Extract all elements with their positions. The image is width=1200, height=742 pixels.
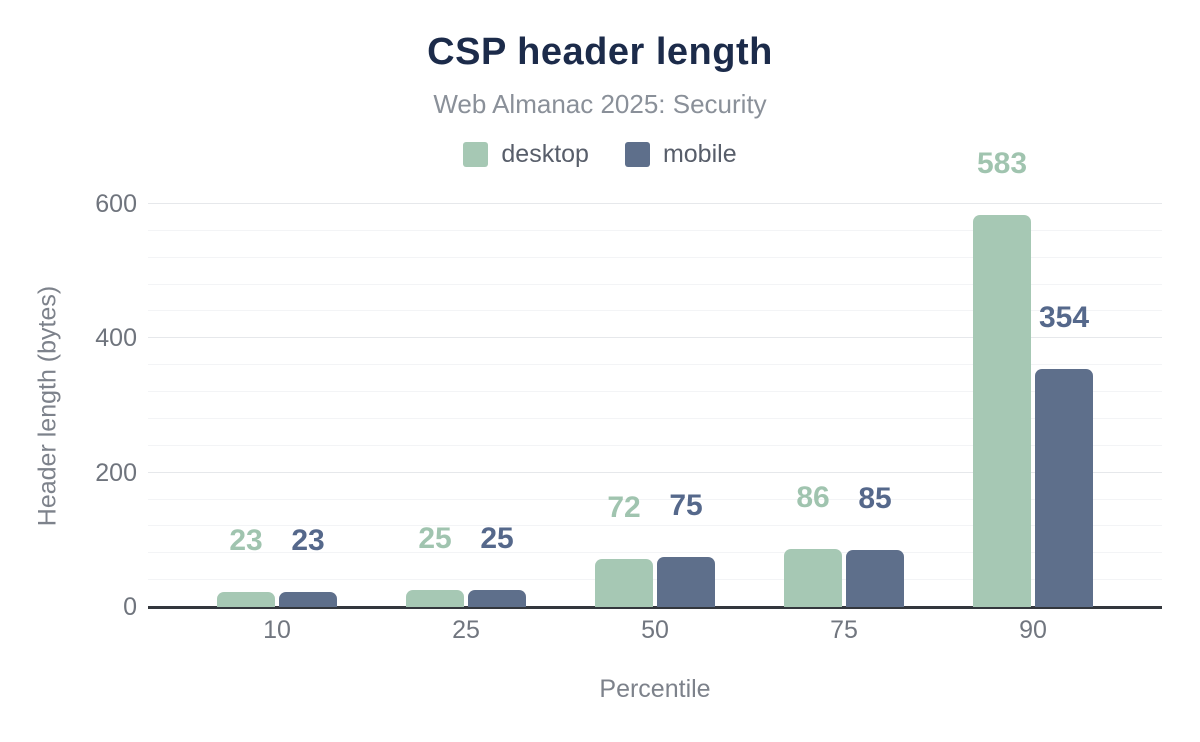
gridline-minor [148, 552, 1162, 554]
bar-value-mobile-p25: 25 [480, 522, 514, 556]
bar-value-desktop-p10: 23 [229, 523, 263, 557]
legend-swatch-mobile [624, 142, 650, 167]
gridline-minor [148, 525, 1162, 527]
gridline-minor [148, 444, 1162, 446]
legend-label-mobile: mobile [662, 140, 737, 168]
gridline-minor [148, 229, 1162, 231]
gridline-minor [148, 310, 1162, 312]
y-tick-label: 0 [123, 593, 137, 621]
x-tick-label: 25 [452, 616, 480, 644]
chart-subtitle: Web Almanac 2025: Security [433, 89, 767, 119]
gridline-major [148, 337, 1162, 339]
y-tick-label: 200 [95, 458, 137, 487]
bar-value-mobile-p75: 85 [858, 481, 892, 515]
legend-item-desktop: desktop [463, 142, 589, 167]
bar-mobile-p75 [846, 549, 904, 607]
bar-mobile-p10 [279, 591, 337, 607]
bar-desktop-p75 [784, 549, 842, 607]
bar-value-desktop-p75: 86 [796, 481, 830, 515]
gridline-minor [148, 417, 1162, 419]
gridline-major [148, 203, 1162, 204]
bar-value-desktop-p50: 72 [607, 490, 641, 524]
gridline-minor [148, 391, 1162, 393]
bar-value-desktop-p90: 583 [976, 147, 1028, 181]
legend-item-mobile: mobile [624, 140, 737, 168]
x-tick-label: 10 [263, 616, 291, 644]
y-axis-title: Header length (bytes) [33, 285, 62, 527]
bar-desktop-p90 [973, 215, 1031, 607]
bar-mobile-p25 [468, 590, 526, 607]
y-tick-label: 600 [95, 190, 137, 218]
legend-swatch-desktop [463, 142, 489, 167]
bar-value-mobile-p10: 23 [291, 523, 325, 557]
bar-mobile-p90 [1035, 369, 1093, 607]
x-axis-title: Percentile [599, 675, 711, 703]
y-tick-label: 400 [95, 324, 137, 353]
legend: desktop mobile [0, 142, 1200, 167]
bar-desktop-p50 [595, 558, 653, 607]
chart-title: CSP header length [427, 31, 773, 73]
x-tick-label: 90 [1019, 616, 1047, 644]
bar-value-desktop-p25: 25 [418, 522, 452, 556]
gridline-minor [148, 498, 1162, 500]
gridline-major [148, 471, 1162, 473]
legend-label-desktop: desktop [501, 140, 589, 168]
bar-value-mobile-p90: 354 [1038, 301, 1090, 335]
gridline-minor [148, 256, 1162, 258]
x-axis-line [148, 606, 1162, 609]
bar-desktop-p25 [406, 590, 464, 607]
bar-mobile-p50 [657, 556, 715, 607]
x-tick-label: 50 [641, 616, 669, 644]
bar-desktop-p10 [217, 591, 275, 607]
gridline-minor [148, 283, 1162, 285]
x-tick-label: 75 [830, 616, 858, 644]
bar-value-mobile-p50: 75 [669, 488, 703, 522]
gridline-minor [148, 364, 1162, 366]
plot-area: 23 23 25 25 72 75 86 85 583 354 [148, 149, 1162, 609]
gridline-minor [148, 579, 1162, 581]
